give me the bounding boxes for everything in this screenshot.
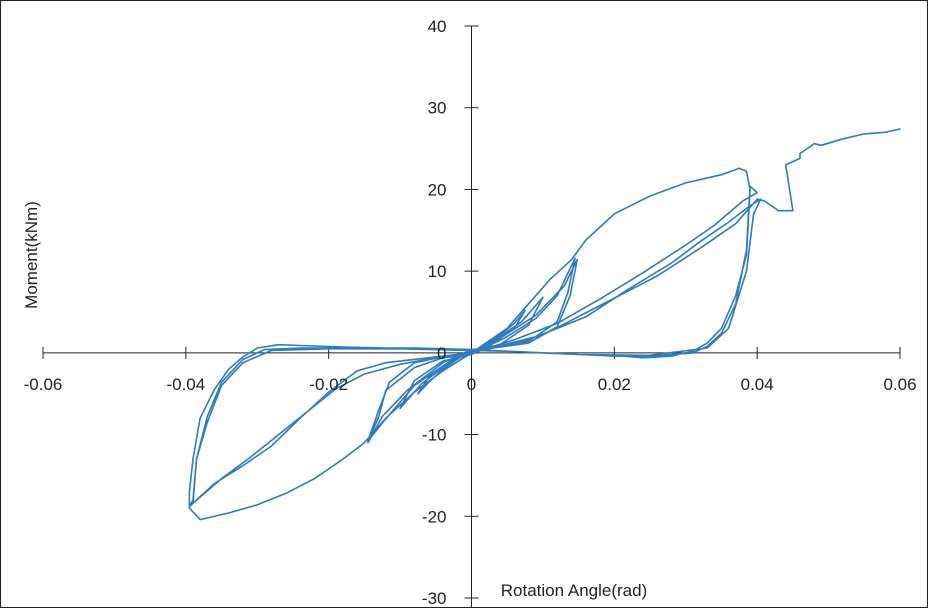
- x-tick-label: 0: [467, 375, 476, 394]
- x-tick-label: 0.04: [741, 375, 774, 394]
- x-axis-title: Rotation Angle(rad): [501, 581, 647, 600]
- hysteresis-series-line: [188, 128, 901, 521]
- series-layer: [188, 128, 901, 521]
- axes-layer: [42, 25, 901, 608]
- y-tick-label: -10: [422, 426, 447, 445]
- y-tick-label: 40: [428, 17, 447, 36]
- x-tick-label: -0.04: [166, 375, 205, 394]
- y-tick-label: 20: [428, 180, 447, 199]
- y-tick-label: -20: [422, 507, 447, 526]
- y-tick-label: 0: [437, 344, 446, 363]
- y-axis-title: Moment(kNm): [22, 201, 41, 309]
- labels-layer: -0.06 -0.04 -0.02 0 0.02 0.04 0.06 -30 -20 -10 0 10…: [24, 17, 917, 608]
- x-tick-label: 0.02: [598, 375, 631, 394]
- y-tick-label: -30: [422, 589, 447, 608]
- x-tick-label: -0.02: [309, 375, 348, 394]
- y-tick-label: 30: [428, 99, 447, 118]
- x-tick-label: 0.06: [883, 375, 916, 394]
- y-tick-label: 10: [428, 262, 447, 281]
- x-tick-label: -0.06: [24, 375, 63, 394]
